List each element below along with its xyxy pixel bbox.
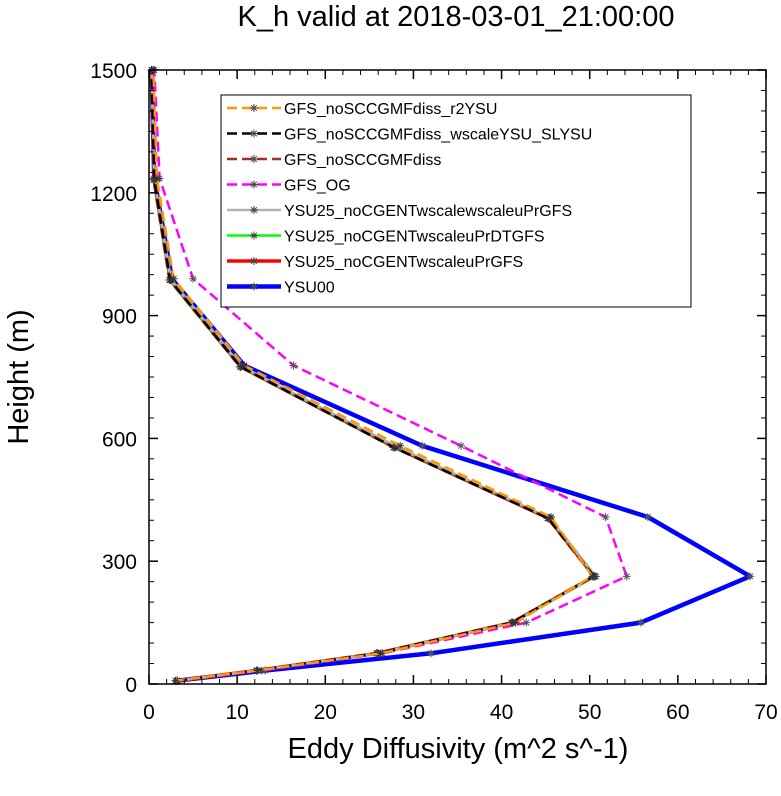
legend-label: GFS_noSCCGMFdiss_wscaleYSU_SLYSU xyxy=(284,127,592,144)
y-axis-title: Height (m) xyxy=(3,309,35,444)
x-tick-label: 10 xyxy=(225,701,248,724)
data-point-4-8 xyxy=(289,361,298,370)
x-tick-label: 50 xyxy=(578,701,601,724)
legend-marker xyxy=(250,155,258,163)
legend-label: YSU25_noCGENTwscaleuPrDTGFS xyxy=(284,229,545,246)
data-point-4-4 xyxy=(522,618,531,627)
x-tick-label: 0 xyxy=(143,701,155,724)
x-tick-label: 60 xyxy=(666,701,689,724)
y-tick-label: 0 xyxy=(125,674,137,697)
legend-entry-5: YSU25_noCGENTwscalewscaleuPrGFS xyxy=(227,203,572,220)
legend-marker xyxy=(250,129,258,138)
legend-label: GFS_noSCCGMFdiss xyxy=(284,152,441,169)
series-line-2 xyxy=(150,69,596,682)
x-tick-label: 40 xyxy=(490,701,513,724)
data-point-1-6 xyxy=(546,512,555,521)
data-point-4-6 xyxy=(601,512,610,521)
y-tick-label: 300 xyxy=(102,551,137,574)
legend-marker xyxy=(250,104,258,112)
legend-entry-7: YSU25_noCGENTwscaleuPrGFS xyxy=(227,254,523,271)
data-point-1-2 xyxy=(253,666,262,675)
legend-box xyxy=(220,94,692,308)
data-point-1-8 xyxy=(240,361,249,370)
legend-entry-1: GFS_noSCCGMFdiss_r2YSU xyxy=(227,101,497,118)
data-point-4-9 xyxy=(189,274,198,283)
legend-entry-3: GFS_noSCCGMFdiss xyxy=(227,152,441,169)
legend: GFS_noSCCGMFdiss_r2YSU GFS_noSCCGMFdiss_w… xyxy=(220,94,692,308)
legend-label: YSU25_noCGENTwscalewscaleuPrGFS xyxy=(284,203,572,220)
y-tick-label: 900 xyxy=(102,306,137,329)
x-tick-label: 30 xyxy=(402,701,425,724)
legend-entry-8: YSU00 xyxy=(227,280,335,297)
axes: 0 10 20 30 40 50 60 70 0 300 600 900 1200 1500 xyxy=(90,60,777,724)
data-point-4-7 xyxy=(457,441,466,450)
legend-marker xyxy=(250,257,258,265)
chart-title: K_h valid at 2018-03-01_21:00:00 xyxy=(238,1,675,33)
x-axis-title: Eddy Diffusivity (m^2 s^-1) xyxy=(288,733,629,765)
data-point-8-6 xyxy=(643,512,652,521)
y-tick-label: 600 xyxy=(102,428,137,451)
legend-entry-2: GFS_noSCCGMFdiss_wscaleYSU_SLYSU xyxy=(227,127,592,144)
data-point-1-7 xyxy=(396,441,405,450)
legend-label: GFS_OG xyxy=(284,178,351,195)
legend-marker xyxy=(250,282,258,291)
data-point-1-3 xyxy=(376,649,385,658)
data-point-4-5 xyxy=(622,572,631,581)
series-1 xyxy=(149,66,597,685)
legend-label: GFS_noSCCGMFdiss_r2YSU xyxy=(284,101,497,118)
data-point-8-4 xyxy=(636,618,645,627)
data-point-8-5 xyxy=(746,572,755,581)
legend-entry-4: GFS_OG xyxy=(227,178,351,195)
legend-marker xyxy=(250,206,258,214)
data-point-1-1 xyxy=(171,676,180,685)
data-point-1-4 xyxy=(511,618,520,627)
y-tick-label: 1500 xyxy=(90,60,137,83)
legend-marker xyxy=(250,180,258,189)
series-line-1 xyxy=(152,69,594,682)
data-point-8-7 xyxy=(418,441,427,450)
data-point-1-10 xyxy=(152,174,161,183)
legend-entry-6: YSU25_noCGENTwscaleuPrDTGFS xyxy=(227,229,545,246)
legend-label: YSU00 xyxy=(284,280,335,297)
data-point-8-3 xyxy=(427,649,436,658)
legend-label: YSU25_noCGENTwscaleuPrGFS xyxy=(284,254,523,271)
data-point-1-5 xyxy=(588,572,597,581)
x-tick-label: 20 xyxy=(314,701,337,724)
data-point-1-9 xyxy=(169,274,178,283)
legend-marker xyxy=(250,231,258,240)
x-tick-label: 70 xyxy=(754,701,777,724)
y-tick-label: 1200 xyxy=(90,183,137,206)
data-point-2-7 xyxy=(390,443,399,452)
